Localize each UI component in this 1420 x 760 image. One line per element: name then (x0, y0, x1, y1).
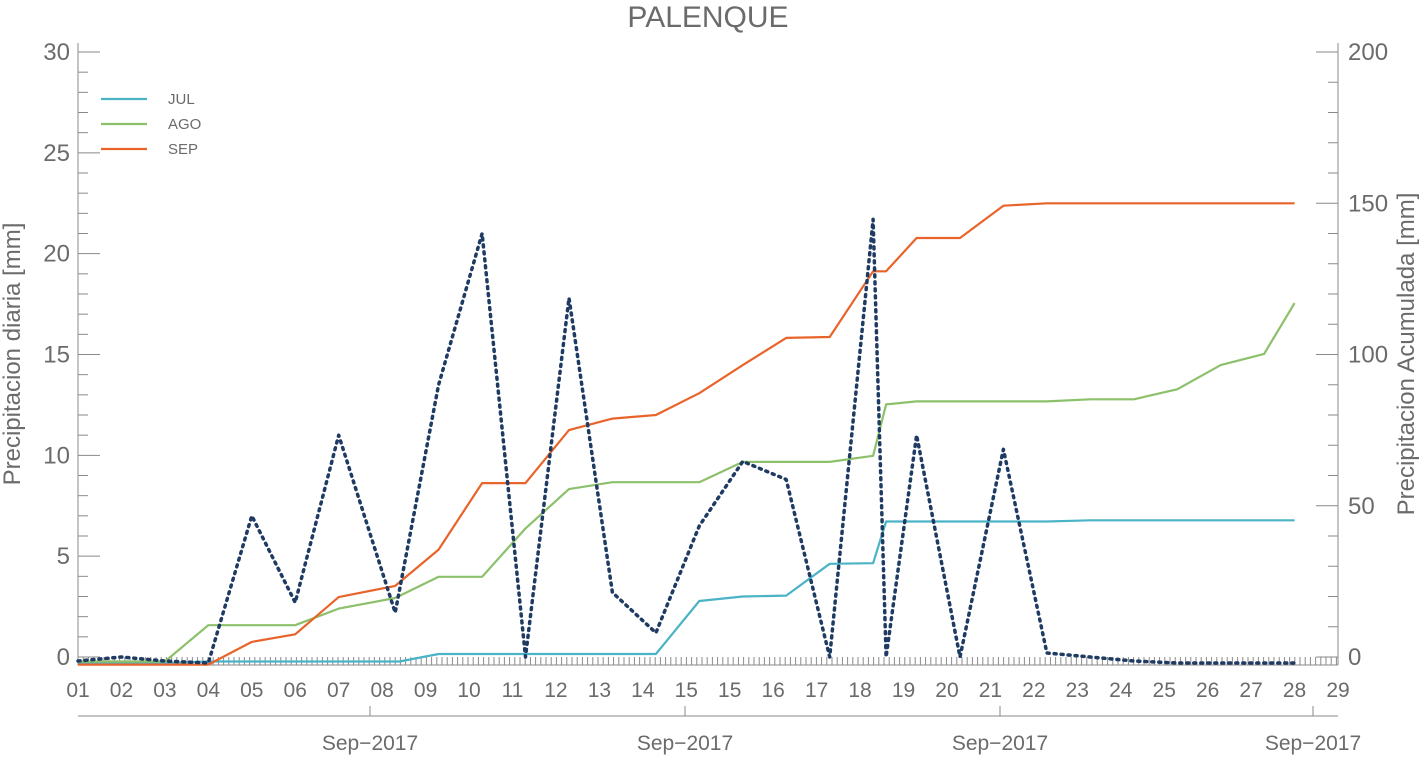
x-tick-label: 03 (153, 679, 176, 702)
x-tick-label: 27 (1239, 679, 1262, 702)
series-line-ago (78, 302, 1296, 663)
month-axis: Sep−2017 Sep−2017 Sep−2017 Sep−2017 (78, 706, 1361, 755)
x-tick-label: 28 (1283, 679, 1306, 702)
axes (77, 43, 1339, 666)
x-tick-label: 13 (588, 679, 611, 702)
x-tick-label: 08 (370, 679, 393, 702)
x-tick-label: 19 (892, 679, 915, 702)
x-tick-label: 23 (1066, 679, 1089, 702)
right-axis-title: Precipitacion Acumulada [mm] (1393, 193, 1420, 516)
left-axis-title: Precipitacion diaria [mm] (0, 223, 26, 486)
x-tick-label: 09 (414, 679, 437, 702)
x-tick-label: 01 (66, 679, 89, 702)
x-tick-label: 12 (544, 679, 567, 702)
right-tick-label: 50 (1348, 493, 1375, 520)
x-tick-label: 06 (284, 679, 307, 702)
left-tick-label: 30 (43, 39, 70, 66)
x-tick-label: 15 (675, 679, 698, 702)
x-tick-label: 04 (197, 679, 221, 702)
x-tick-label: 25 (1153, 679, 1176, 702)
left-tick-label: 25 (43, 140, 70, 167)
x-tick-label: 07 (327, 679, 350, 702)
x-tick-label: 05 (240, 679, 263, 702)
x-tick-label: 11 (502, 679, 524, 702)
x-tick-label: 17 (805, 679, 828, 702)
x-tick-label: 10 (457, 679, 480, 702)
x-tick-label: 29 (1326, 679, 1349, 702)
legend-label-ago: AGO (168, 116, 201, 133)
series-layer (76, 202, 1297, 666)
left-tick-label: 5 (57, 543, 70, 570)
month-label: Sep−2017 (1265, 732, 1361, 755)
series-line-sep (78, 202, 1295, 666)
x-tick-label: 14 (631, 679, 655, 702)
x-tick-label: 15 (718, 679, 741, 702)
month-label: Sep−2017 (952, 732, 1048, 755)
series-line-daily (76, 217, 1297, 665)
legend: JUL AGO SEP (101, 91, 201, 158)
left-tick-label: 0 (57, 644, 70, 671)
month-label: Sep−2017 (637, 732, 733, 755)
right-tick-label: 200 (1348, 39, 1388, 66)
x-tick-label: 02 (110, 679, 133, 702)
right-tick-label: 100 (1348, 342, 1388, 369)
left-tick-label: 20 (43, 241, 70, 268)
right-tick-label: 0 (1348, 644, 1361, 671)
x-tick-label: 26 (1196, 679, 1219, 702)
legend-label-sep: SEP (168, 141, 198, 158)
left-tick-label: 10 (43, 442, 70, 469)
chart-title: PALENQUE (627, 1, 788, 34)
x-tick-label: 18 (848, 679, 871, 702)
legend-label-jul: JUL (168, 91, 195, 108)
x-tick-label: 21 (979, 679, 1002, 702)
x-tick-label: 24 (1109, 679, 1133, 702)
x-tick-label: 16 (761, 679, 784, 702)
right-tick-label: 150 (1348, 190, 1388, 217)
series-line-jul (78, 519, 1295, 665)
month-label: Sep−2017 (322, 732, 418, 755)
x-tick-label: 22 (1022, 679, 1045, 702)
left-tick-label: 15 (43, 342, 70, 369)
x-tick-label: 20 (935, 679, 958, 702)
